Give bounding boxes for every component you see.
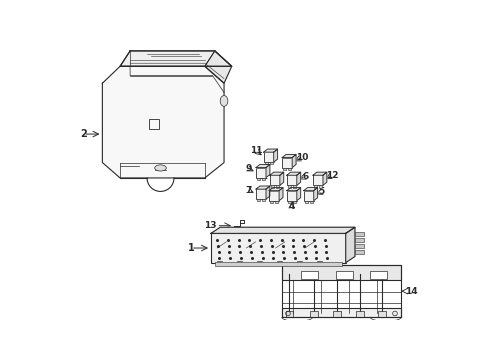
Bar (310, 311, 317, 317)
Bar (313, 185, 316, 188)
Bar (269, 201, 273, 203)
Polygon shape (256, 186, 269, 189)
Polygon shape (292, 154, 295, 167)
Bar (270, 185, 273, 188)
Bar (269, 175, 279, 185)
Bar (354, 238, 364, 242)
Text: 7: 7 (245, 186, 251, 195)
Polygon shape (256, 165, 269, 167)
Polygon shape (279, 172, 283, 185)
Bar (369, 271, 386, 279)
Text: 6: 6 (302, 172, 308, 181)
Polygon shape (279, 188, 283, 201)
Polygon shape (204, 51, 231, 83)
Bar (282, 158, 292, 167)
Text: 8: 8 (259, 172, 265, 181)
Bar (354, 232, 364, 236)
Text: 5: 5 (318, 187, 325, 196)
Polygon shape (102, 66, 224, 178)
Polygon shape (313, 188, 317, 201)
Bar (292, 185, 295, 188)
Bar (262, 199, 264, 202)
Bar (268, 191, 279, 201)
Bar (304, 201, 307, 203)
Bar (256, 199, 260, 202)
Bar (309, 201, 312, 203)
Bar (287, 185, 290, 188)
Text: 1: 1 (187, 243, 194, 253)
Bar (263, 152, 273, 162)
Text: 9: 9 (245, 164, 251, 173)
Bar (256, 177, 260, 180)
Polygon shape (265, 186, 269, 199)
Text: 10: 10 (296, 153, 308, 162)
Text: 11: 11 (250, 147, 262, 156)
Polygon shape (323, 172, 326, 185)
Bar (256, 167, 265, 177)
Bar (214, 262, 341, 266)
Bar (301, 271, 317, 279)
Bar (269, 162, 272, 165)
Polygon shape (269, 172, 283, 175)
Bar (286, 175, 296, 185)
Bar (377, 311, 385, 317)
Bar (312, 175, 323, 185)
Ellipse shape (154, 165, 166, 171)
Bar (256, 189, 265, 199)
Bar (274, 201, 278, 203)
Polygon shape (282, 154, 295, 158)
Polygon shape (263, 149, 277, 152)
Polygon shape (303, 188, 317, 191)
Bar (335, 271, 352, 279)
Bar (148, 119, 159, 130)
Ellipse shape (220, 95, 227, 106)
Polygon shape (265, 165, 269, 177)
Bar (287, 201, 290, 203)
Bar (275, 185, 278, 188)
Bar (286, 191, 296, 201)
Polygon shape (120, 51, 231, 66)
Polygon shape (273, 149, 277, 162)
Polygon shape (268, 188, 283, 191)
Polygon shape (312, 172, 326, 175)
Polygon shape (120, 51, 231, 66)
Polygon shape (296, 172, 300, 185)
Bar (333, 311, 341, 317)
Text: 3: 3 (258, 187, 264, 196)
Bar (281, 308, 400, 317)
Polygon shape (345, 227, 354, 263)
Bar (354, 250, 364, 254)
Polygon shape (286, 172, 300, 175)
Bar (264, 162, 267, 165)
Text: 14: 14 (404, 287, 417, 296)
Polygon shape (210, 227, 354, 233)
Bar (210, 233, 345, 263)
Bar (303, 191, 313, 201)
Text: 13: 13 (203, 221, 216, 230)
Bar (356, 311, 364, 317)
Text: 12: 12 (325, 171, 337, 180)
Text: 2: 2 (80, 129, 86, 139)
Bar (281, 265, 400, 280)
Bar (283, 167, 285, 170)
Text: 4: 4 (288, 202, 294, 211)
Polygon shape (286, 188, 300, 191)
Bar (285, 311, 293, 317)
Bar (292, 201, 295, 203)
Polygon shape (296, 188, 300, 201)
Bar (287, 167, 291, 170)
Bar (262, 177, 264, 180)
Bar (354, 244, 364, 248)
Bar (318, 185, 322, 188)
